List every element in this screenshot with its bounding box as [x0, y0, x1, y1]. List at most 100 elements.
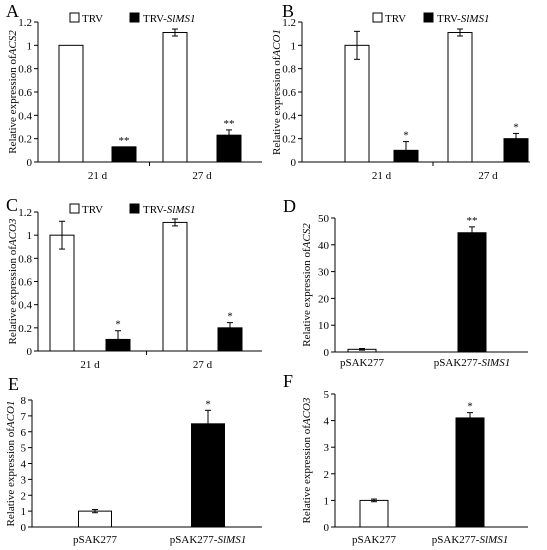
- gene-name: ACS2: [301, 223, 313, 250]
- bar: [344, 44, 370, 163]
- label-part: TRV: [82, 204, 103, 216]
- gene-name: ACO3: [7, 218, 19, 247]
- significance-mark: *: [467, 401, 473, 413]
- label-part: TRV: [82, 13, 103, 25]
- y-axis-label: Relative expression ofACO3: [7, 218, 19, 344]
- panel-E: E 0 1 2 3 4 5 6 7 8 Relative expression ofACO1 pSAK…: [5, 374, 262, 546]
- y-tick-label: 4: [324, 416, 330, 428]
- y-tick-label: 5: [324, 389, 330, 401]
- label-part: pSAK277-: [170, 534, 218, 546]
- label-part: pSAK277: [352, 534, 397, 546]
- y-tick-label: 0.6: [18, 87, 32, 99]
- y-axis-label: Relative expression ofACO3: [301, 397, 313, 523]
- y-tick-label: 6: [21, 427, 27, 439]
- label-part: Relative expression of: [7, 246, 19, 345]
- y-tick-label: 10: [318, 320, 330, 332]
- x-category-label: pSAK277: [352, 534, 397, 546]
- panel-letter: F: [283, 371, 293, 391]
- x-category-label: 27 d: [192, 170, 212, 182]
- gene-name: ACO1: [271, 29, 283, 58]
- y-tick-label: 0.8: [18, 253, 32, 265]
- x-category-label: 21 d: [80, 359, 100, 371]
- y-tick-label: 50: [318, 213, 330, 225]
- gene-name: SlMS1: [461, 13, 490, 25]
- y-tick-label: 0: [324, 347, 330, 359]
- significance-mark: *: [227, 311, 233, 323]
- significance-mark: *: [403, 130, 409, 142]
- label-part: pSAK277-: [434, 357, 482, 369]
- y-tick-label: 0: [27, 346, 33, 358]
- x-category-label: 27 d: [193, 359, 213, 371]
- legend-swatch: [129, 12, 140, 23]
- significance-mark: **: [119, 135, 130, 147]
- gene-name: SlMS1: [167, 204, 196, 216]
- panel-letter: A: [6, 1, 19, 21]
- y-tick-label: 0: [291, 157, 297, 169]
- y-axis-label: Relative expression ofACS2: [301, 223, 313, 347]
- bar: [216, 134, 242, 163]
- gene-name: SlMS1: [481, 357, 510, 369]
- y-tick-label: 0: [324, 522, 330, 534]
- bar: [111, 146, 137, 163]
- y-tick-label: 40: [318, 240, 330, 252]
- x-category-label: pSAK277: [73, 534, 118, 546]
- y-tick-label: 0.8: [282, 64, 296, 76]
- x-category-label: 21 d: [88, 170, 108, 182]
- y-tick-label: 20: [318, 293, 330, 305]
- label-part: Relative expression of: [5, 428, 17, 527]
- significance-mark: **: [224, 118, 235, 130]
- x-category-label: pSAK277-SlMS1: [434, 357, 510, 369]
- legend-entry: TRV: [385, 13, 406, 25]
- significance-mark: *: [513, 121, 519, 133]
- y-tick-label: 0: [21, 522, 27, 534]
- y-tick-label: 1: [324, 495, 330, 507]
- y-tick-label: 8: [21, 395, 27, 407]
- significance-mark: *: [115, 319, 121, 331]
- gene-name: SlMS1: [479, 534, 508, 546]
- y-tick-label: 2: [21, 490, 27, 502]
- x-category-label: 21 d: [372, 170, 392, 182]
- bar: [455, 417, 485, 528]
- label-part: Relative expression of: [301, 425, 313, 524]
- y-tick-label: 1: [21, 506, 27, 518]
- bar: [359, 499, 389, 528]
- label-part: pSAK277-: [432, 534, 480, 546]
- y-tick-label: 0.2: [282, 134, 296, 146]
- x-category-label: pSAK277: [340, 357, 385, 369]
- panel-F: F 0 1 2 3 4 5 Relative expression ofACO3 pSAK277…: [283, 371, 528, 546]
- panel-D: D 0 10 20 30 40 50 Relative expression ofACS2 pS…: [283, 196, 528, 369]
- y-axis-label: Relative expression ofACO1: [5, 401, 17, 527]
- label-part: TRV-: [437, 13, 461, 25]
- y-tick-label: 5: [21, 443, 27, 455]
- label-part: TRV: [385, 13, 406, 25]
- y-tick-label: 0.2: [18, 134, 32, 146]
- y-tick-label: 0.6: [282, 87, 296, 99]
- legend-swatch: [129, 203, 140, 214]
- legend-entry: TRV-SlMS1: [437, 13, 490, 25]
- y-tick-label: 0.8: [18, 64, 32, 76]
- y-tick-label: 3: [21, 474, 27, 486]
- y-tick-label: 4: [21, 459, 27, 471]
- label-part: TRV-: [143, 204, 167, 216]
- y-tick-label: 0.2: [18, 323, 32, 335]
- bar: [58, 44, 84, 163]
- legend-entry: TRV-SlMS1: [143, 204, 196, 216]
- y-tick-label: 0.6: [18, 277, 32, 289]
- panel-letter: E: [8, 374, 19, 394]
- y-tick-label: 1.2: [282, 17, 296, 29]
- y-tick-label: 3: [324, 442, 330, 454]
- y-tick-label: 0.4: [282, 110, 296, 122]
- significance-mark: **: [467, 215, 478, 227]
- x-category-label: pSAK277-SlMS1: [432, 534, 508, 546]
- bar: [162, 32, 188, 163]
- gene-name: SlMS1: [217, 534, 246, 546]
- bar: [447, 32, 473, 163]
- legend-swatch: [372, 12, 383, 23]
- y-tick-label: 0.4: [18, 300, 32, 312]
- panel-letter: D: [283, 196, 296, 216]
- y-tick-label: 1: [27, 40, 33, 52]
- legend-entry: TRV-SlMS1: [143, 13, 196, 25]
- legend-swatch: [423, 12, 434, 23]
